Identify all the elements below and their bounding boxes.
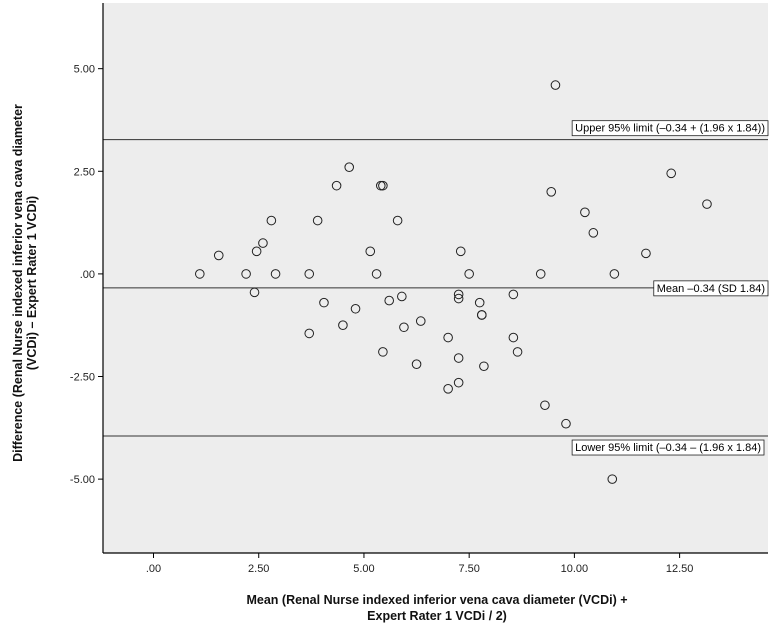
data-point bbox=[392, 215, 403, 226]
data-point bbox=[331, 180, 342, 191]
data-point bbox=[304, 269, 315, 279]
data-point bbox=[371, 269, 382, 279]
data-point bbox=[607, 474, 618, 484]
data-point bbox=[479, 361, 489, 372]
data-point bbox=[344, 162, 355, 172]
data-point bbox=[453, 293, 464, 304]
data-point bbox=[453, 353, 464, 363]
data-point bbox=[338, 320, 348, 331]
data-point bbox=[241, 269, 251, 279]
y-axis-title-line-2: (VCDi) – Expert Rater 1 VCDi) bbox=[25, 196, 39, 370]
data-point bbox=[443, 332, 453, 343]
data-point bbox=[415, 316, 426, 326]
reference-line-label: Mean –0.34 (SD 1.84) bbox=[657, 283, 765, 295]
data-point bbox=[535, 269, 546, 279]
data-points bbox=[195, 80, 712, 484]
data-point bbox=[399, 322, 409, 333]
data-point bbox=[561, 418, 571, 429]
data-point bbox=[666, 168, 676, 179]
data-point bbox=[508, 332, 519, 343]
y-tick-label: 2.50 bbox=[74, 166, 95, 178]
data-point bbox=[365, 246, 376, 257]
x-tick-label: 10.00 bbox=[561, 563, 589, 575]
reference-label-box bbox=[571, 439, 765, 456]
data-point bbox=[266, 215, 277, 226]
data-point bbox=[609, 269, 620, 279]
data-point bbox=[195, 269, 205, 279]
data-point bbox=[397, 291, 407, 302]
x-tick-label: .00 bbox=[146, 563, 161, 575]
x-tick-label: 5.00 bbox=[353, 563, 374, 575]
y-tick-label: .00 bbox=[80, 269, 95, 281]
data-point bbox=[378, 180, 388, 191]
data-point bbox=[474, 297, 485, 308]
data-point bbox=[453, 377, 464, 388]
x-tick-label: 2.50 bbox=[248, 563, 269, 575]
data-point bbox=[508, 289, 519, 300]
data-point bbox=[249, 287, 260, 298]
data-point bbox=[464, 269, 474, 279]
data-point bbox=[550, 80, 561, 90]
data-point bbox=[384, 295, 395, 306]
reference-line-label: Upper 95% limit (–0.34 + (1.96 x 1.84)) bbox=[575, 123, 765, 135]
data-point bbox=[540, 400, 550, 411]
x-tick-label: 7.50 bbox=[458, 563, 479, 575]
data-point bbox=[312, 215, 323, 226]
reference-line-label: Lower 95% limit (–0.34 – (1.96 x 1.84) bbox=[575, 442, 761, 454]
reference-lines: Upper 95% limit (–0.34 + (1.96 x 1.84)) M… bbox=[103, 120, 769, 456]
data-point bbox=[411, 359, 422, 369]
y-axis-title: Difference (Renal Nurse indexed inferior… bbox=[11, 104, 39, 462]
data-point bbox=[319, 297, 329, 308]
data-point bbox=[213, 250, 224, 261]
data-point bbox=[453, 289, 464, 300]
data-point bbox=[350, 303, 361, 314]
y-tick-label: -2.50 bbox=[70, 372, 95, 384]
data-point bbox=[476, 310, 487, 320]
y-tick-label: 5.00 bbox=[74, 64, 95, 76]
reference-label-box bbox=[653, 280, 769, 297]
data-point bbox=[588, 228, 599, 238]
data-point bbox=[378, 347, 388, 357]
data-point bbox=[580, 207, 590, 218]
y-tick-label: -5.00 bbox=[70, 474, 95, 486]
plot-area bbox=[103, 3, 768, 553]
x-axis-title-line-1: Mean (Renal Nurse indexed inferior vena … bbox=[246, 593, 627, 607]
data-point bbox=[455, 246, 466, 257]
data-point bbox=[304, 328, 315, 339]
reference-label-box bbox=[571, 120, 769, 137]
y-axis-ticks: 5.00 2.50 .00 -2.50 -5.00 bbox=[70, 64, 103, 486]
data-point bbox=[258, 238, 268, 248]
data-point bbox=[641, 248, 651, 259]
data-point bbox=[512, 347, 523, 357]
x-tick-label: 12.50 bbox=[666, 563, 694, 575]
data-point bbox=[251, 246, 262, 257]
data-point bbox=[546, 187, 557, 197]
x-axis-title-line-2: Expert Rater 1 VCDi / 2) bbox=[367, 609, 507, 623]
y-axis-title-line-1: Difference (Renal Nurse indexed inferior… bbox=[11, 104, 25, 462]
data-point bbox=[270, 269, 281, 279]
data-point bbox=[702, 199, 712, 209]
data-point bbox=[443, 384, 453, 394]
x-axis-ticks: .00 2.50 5.00 7.50 10.00 12.50 bbox=[146, 553, 694, 575]
